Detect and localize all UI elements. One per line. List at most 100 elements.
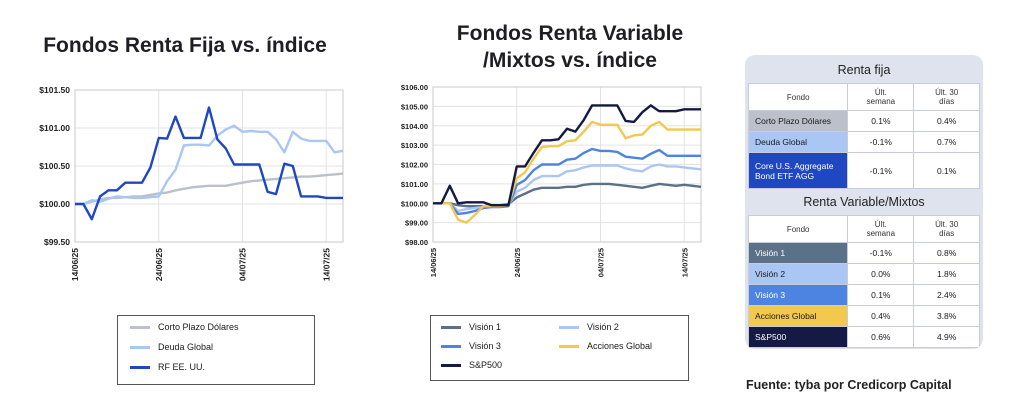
week-return: -0.1% bbox=[847, 131, 915, 153]
table-row: Core U.S. Aggregate Bond ETF AGG -0.1% 0.1… bbox=[747, 152, 980, 189]
fund-name: Visión 2 bbox=[747, 263, 849, 285]
days30-return: 0.7% bbox=[913, 131, 980, 153]
col-week-l2: semana bbox=[866, 97, 896, 106]
col-week-l1: Últ. bbox=[874, 220, 887, 229]
series-line-s-p500 bbox=[433, 104, 701, 207]
legend-label: Corto Plazo Dólares bbox=[158, 322, 239, 332]
legend-swatch bbox=[559, 325, 579, 329]
legend-swatch bbox=[441, 363, 461, 367]
fund-name: Core U.S. Aggregate Bond ETF AGG bbox=[747, 152, 849, 189]
col-fondo: Fondo bbox=[747, 83, 849, 111]
col-week: Últ. semana bbox=[847, 83, 915, 111]
chart2-title: Fondos Renta Variable /Mixtos vs. índice bbox=[420, 20, 720, 74]
week-return: 0.1% bbox=[847, 110, 915, 132]
days30-return: 4.9% bbox=[913, 326, 980, 348]
fund-name: Corto Plazo Dólares bbox=[747, 110, 849, 132]
legend-label: Deuda Global bbox=[158, 342, 214, 352]
y-tick-label: $100.50 bbox=[39, 161, 70, 171]
renta-variable-heading: Renta Variable/Mixtos bbox=[803, 195, 925, 209]
renta-fija-table: Fondo Últ. semana Últ. 30 días Corto Plazo… bbox=[747, 83, 980, 189]
days30-return: 0.4% bbox=[913, 110, 980, 132]
legend-item: Visión 1 bbox=[441, 322, 501, 332]
legend-label: Visión 1 bbox=[469, 322, 501, 332]
legend-item: Visión 3 bbox=[441, 341, 501, 351]
y-tick-label: $101.00 bbox=[39, 123, 70, 133]
fund-name: Acciones Global bbox=[747, 305, 849, 327]
week-return: 0.4% bbox=[847, 305, 915, 327]
col-week: Últ. semana bbox=[847, 215, 915, 243]
legend-item: Acciones Global bbox=[559, 341, 652, 351]
col-week-l2: semana bbox=[866, 229, 896, 238]
week-return: 0.1% bbox=[847, 284, 915, 306]
chart1-title: Fondos Renta Fija vs. índice bbox=[43, 34, 327, 57]
x-tick-label: 04/07/25 bbox=[238, 248, 248, 281]
days30-return: 3.8% bbox=[913, 305, 980, 327]
series-line-rf-ee-uu- bbox=[75, 106, 343, 221]
y-tick-label: $102.00 bbox=[401, 161, 428, 170]
legend-label: Visión 3 bbox=[469, 341, 501, 351]
x-tick-label: 24/06/25 bbox=[154, 248, 164, 281]
series-line-deuda-global bbox=[75, 124, 344, 206]
table-row: Visión 2 0.0% 1.8% bbox=[747, 263, 980, 285]
table-row: Visión 1 -0.1% 0.8% bbox=[747, 242, 980, 264]
table-row: Visión 3 0.1% 2.4% bbox=[747, 284, 980, 306]
week-return: -0.1% bbox=[847, 242, 915, 264]
series-line-visi-n-3 bbox=[433, 147, 701, 216]
chart2-title-line1: Fondos Renta Variable bbox=[456, 22, 684, 45]
legend-label: S&P500 bbox=[469, 360, 503, 370]
returns-panel: Renta fija Fondo Últ. semana Últ. 30 días … bbox=[745, 55, 983, 349]
table-row: Corto Plazo Dólares 0.1% 0.4% bbox=[747, 110, 980, 132]
y-tick-label: $103.00 bbox=[401, 141, 428, 150]
y-tick-label: $105.00 bbox=[401, 102, 428, 111]
series-line-corto-plazo-d-lares bbox=[75, 172, 344, 206]
plot-frame bbox=[432, 86, 702, 243]
x-tick-label: 04/07/25 bbox=[597, 248, 606, 277]
chart1-legend: Corto Plazo Dólares Deuda Global RF EE. UU… bbox=[117, 315, 315, 385]
y-tick-label: $101.00 bbox=[401, 180, 428, 189]
days30-return: 0.8% bbox=[913, 242, 980, 264]
y-tick-label: $106.00 bbox=[401, 83, 428, 92]
y-tick-label: $99.00 bbox=[405, 219, 428, 228]
legend-swatch bbox=[130, 345, 150, 349]
x-tick-label: 14/06/25 bbox=[70, 248, 80, 281]
legend-swatch bbox=[559, 344, 579, 348]
y-tick-label: $99.50 bbox=[44, 237, 70, 247]
series-line-acciones-global bbox=[433, 120, 701, 224]
days30-return: 1.8% bbox=[913, 263, 980, 285]
table-row: Acciones Global 0.4% 3.8% bbox=[747, 305, 980, 327]
series-line-visi-n-1 bbox=[433, 182, 702, 208]
col-30d-l1: Últ. 30 bbox=[935, 220, 959, 229]
days30-return: 0.1% bbox=[913, 152, 980, 189]
legend-label: RF EE. UU. bbox=[158, 362, 206, 372]
fund-name: S&P500 bbox=[747, 326, 849, 348]
x-tick-label: 24/06/25 bbox=[513, 248, 522, 277]
legend-item: S&P500 bbox=[441, 360, 502, 370]
col-30d: Últ. 30 días bbox=[913, 83, 980, 111]
x-tick-label: 14/07/25 bbox=[680, 248, 689, 277]
y-tick-label: $101.50 bbox=[39, 85, 70, 95]
series-line-visi-n-2 bbox=[433, 163, 702, 213]
plot-frame bbox=[74, 89, 344, 243]
chart2-plot: $98.00 $99.00 $100.00 $101.00 $102.00 $103.00… bbox=[401, 83, 702, 277]
y-tick-label: $98.00 bbox=[405, 238, 428, 247]
fund-name: Visión 3 bbox=[747, 284, 849, 306]
fund-name: Visión 1 bbox=[747, 242, 849, 264]
chart1-plot: $99.50 $100.00 $100.50 $101.00 $101.50 14/06/… bbox=[39, 85, 344, 281]
col-week-l1: Últ. bbox=[874, 88, 887, 97]
col-30d: Últ. 30 días bbox=[913, 215, 980, 243]
col-fondo: Fondo bbox=[747, 215, 849, 243]
week-return: 0.0% bbox=[847, 263, 915, 285]
legend-label: Visión 2 bbox=[587, 322, 619, 332]
legend-label: Acciones Global bbox=[587, 341, 653, 351]
x-tick-label: 14/06/25 bbox=[429, 248, 438, 277]
fund-name: Deuda Global bbox=[747, 131, 849, 153]
renta-variable-table: Fondo Últ. semana Últ. 30 días Visión 1 -0.… bbox=[747, 215, 980, 348]
x-tick-label: 14/07/25 bbox=[321, 248, 331, 281]
y-tick-label: $100.00 bbox=[39, 199, 70, 209]
renta-fija-heading: Renta fija bbox=[837, 63, 891, 77]
chart2-title-line2: /Mixtos vs. índice bbox=[483, 49, 657, 72]
col-30d-l2: días bbox=[939, 97, 955, 106]
days30-return: 2.4% bbox=[913, 284, 980, 306]
legend-item: Corto Plazo Dólares bbox=[130, 322, 239, 332]
week-return: 0.6% bbox=[847, 326, 915, 348]
